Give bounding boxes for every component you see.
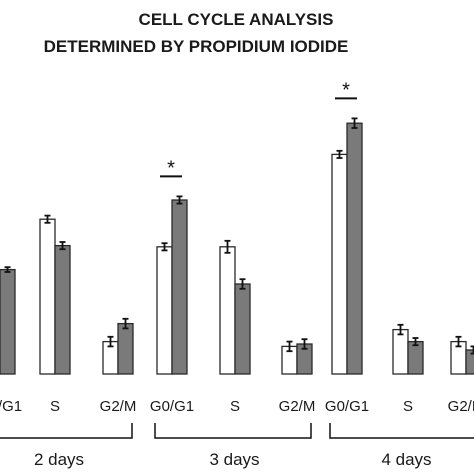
group-bracket xyxy=(0,423,133,439)
bar-gray xyxy=(346,122,363,375)
tick-label: G0/G1 xyxy=(150,398,194,415)
group-bracket xyxy=(154,423,312,439)
tick-label: S xyxy=(403,398,413,415)
tick-label: S xyxy=(230,398,240,415)
bar-gray xyxy=(0,268,16,375)
bar-white xyxy=(331,153,348,375)
tick-label: S xyxy=(50,398,60,415)
bar-white xyxy=(392,328,409,375)
tick-label: G2/M xyxy=(100,398,137,415)
bar-gray xyxy=(171,199,188,375)
group-label: 4 days xyxy=(381,450,431,469)
significance-marker: * xyxy=(342,79,350,101)
bar-white xyxy=(219,246,236,375)
bar-gray xyxy=(54,244,71,375)
bar-gray xyxy=(407,340,424,375)
bar-gray xyxy=(117,322,134,375)
chart-marks: G0/G1 S G2/M 2 days G0/G1 * S G2/M 3 days G0/G1 * S… xyxy=(0,79,474,469)
bar-white xyxy=(156,246,173,375)
group-label: 3 days xyxy=(209,450,259,469)
bar-white xyxy=(39,218,56,375)
significance-marker: * xyxy=(167,157,175,179)
chart-title-line-1: CELL CYCLE ANALYSIS xyxy=(139,10,334,29)
group-label: 2 days xyxy=(34,450,84,469)
tick-label: G0/G1 xyxy=(325,398,369,415)
group-bracket xyxy=(329,423,474,439)
tick-label: G0/G1 xyxy=(0,398,22,415)
chart-title-line-2: DETERMINED BY PROPIDIUM IODIDE xyxy=(44,37,349,56)
tick-label: G2/M xyxy=(448,398,474,415)
bar-gray xyxy=(234,283,251,375)
tick-label: G2/M xyxy=(279,398,316,415)
